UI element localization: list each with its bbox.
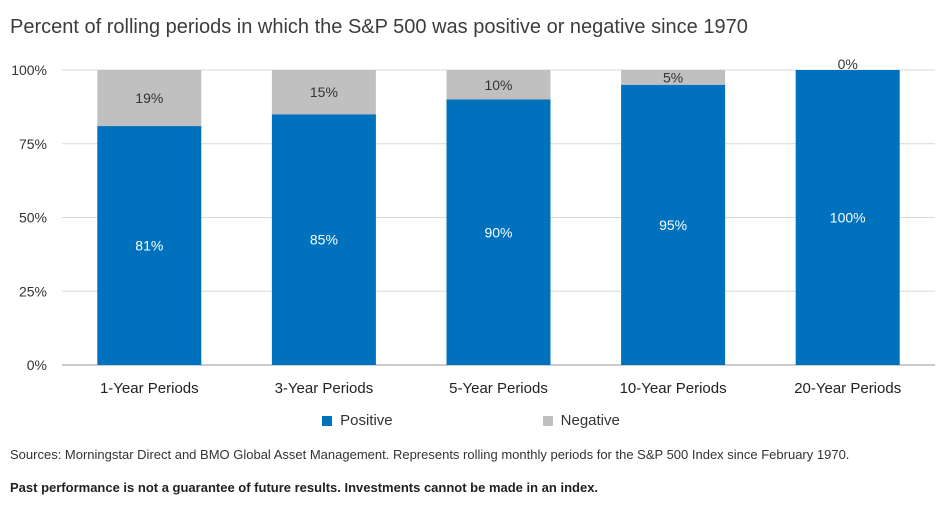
- x-category-label: 10-Year Periods: [620, 380, 727, 397]
- bar-negative: [97, 70, 202, 127]
- bar-negative: [621, 70, 726, 85]
- legend-item-negative: Negative: [542, 412, 620, 429]
- y-tick-label: 100%: [11, 62, 47, 78]
- x-category-label: 5-Year Periods: [449, 380, 548, 397]
- negative-swatch: [542, 415, 553, 426]
- chart-title: Percent of rolling periods in which the …: [10, 16, 748, 38]
- data-label-negative: 19%: [135, 90, 163, 106]
- positive-swatch: [322, 415, 333, 426]
- legend-item-positive: Positive: [322, 412, 393, 429]
- bar-positive: [271, 114, 376, 365]
- bar-positive: [446, 99, 551, 365]
- data-label-negative: 0%: [838, 56, 858, 72]
- y-tick-label: 25%: [19, 283, 47, 299]
- bar-positive: [795, 70, 900, 365]
- source-note: Sources: Morningstar Direct and BMO Glob…: [10, 447, 850, 462]
- y-axis: 0% 25% 50% 75% 100%: [11, 62, 47, 373]
- stacked-bar-chart: 0% 25% 50% 75% 100% 81% 19% 85% 15% 90% 10% 95% 5% 1…: [11, 56, 935, 397]
- data-label-positive: 81%: [135, 238, 163, 254]
- data-label-negative: 15%: [310, 84, 338, 100]
- y-tick-label: 50%: [19, 210, 47, 226]
- x-category-label: 3-Year Periods: [275, 380, 374, 397]
- data-label-positive: 95%: [659, 217, 687, 233]
- data-label-positive: 100%: [830, 210, 866, 226]
- data-label-positive: 90%: [484, 224, 512, 240]
- bar-negative: [271, 70, 376, 115]
- bar-positive: [621, 84, 726, 365]
- legend-positive-label: Positive: [340, 412, 393, 429]
- bars: 81% 19% 85% 15% 90% 10% 95% 5% 100% 0%: [97, 56, 900, 365]
- y-tick-label: 75%: [19, 136, 47, 152]
- x-category-label: 1-Year Periods: [100, 380, 199, 397]
- disclaimer: Past performance is not a guarantee of f…: [10, 480, 599, 495]
- data-label-positive: 85%: [310, 232, 338, 248]
- legend-negative-label: Negative: [560, 412, 620, 429]
- bar-negative: [446, 70, 551, 100]
- bar-positive: [97, 126, 202, 365]
- x-axis: 1-Year Periods 3-Year Periods 5-Year Perio…: [100, 380, 901, 397]
- y-tick-label: 0%: [27, 357, 47, 373]
- legend: Positive Negative: [0, 412, 942, 429]
- x-category-label: 20-Year Periods: [794, 380, 901, 397]
- data-label-negative: 5%: [663, 69, 683, 85]
- data-label-negative: 10%: [484, 77, 512, 93]
